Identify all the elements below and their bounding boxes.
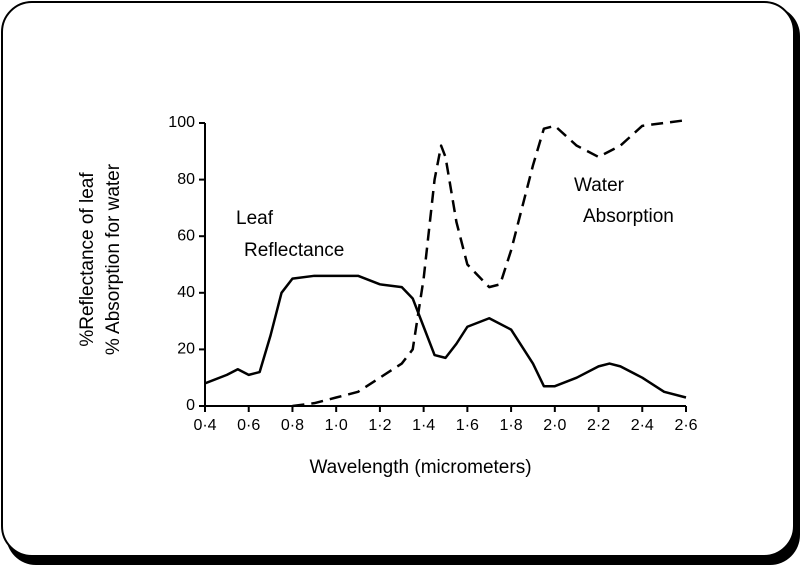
frame xyxy=(1,1,795,557)
y-tick-label: 100 xyxy=(168,114,195,131)
x-tick-label: 1·8 xyxy=(500,417,523,434)
x-tick-label: 1·2 xyxy=(368,417,391,434)
y-tick-label: 20 xyxy=(177,341,195,358)
x-tick-label: 1·6 xyxy=(456,417,479,434)
x-tick-label: 2·4 xyxy=(631,417,654,434)
x-tick-label: 0·8 xyxy=(281,417,304,434)
annotation: Reflectance xyxy=(244,240,344,261)
annotation: Water xyxy=(574,175,625,196)
series-line xyxy=(204,274,687,399)
x-tick-label: 2·2 xyxy=(587,417,610,434)
x-tick-label: 1·0 xyxy=(325,417,348,434)
x-axis-label: Wavelength (micrometers) xyxy=(309,457,531,478)
x-tick-label: 0·6 xyxy=(237,417,260,434)
y-tick-label: 40 xyxy=(177,284,195,301)
y-axis-label: % Absorption for water xyxy=(103,163,124,355)
x-tick-label: 0·4 xyxy=(193,417,216,434)
annotation: Absorption xyxy=(583,206,674,227)
y-tick-label: 80 xyxy=(177,171,195,188)
y-axis-label: %Reflectance of leaf xyxy=(77,172,98,347)
x-tick-label: 2·0 xyxy=(543,417,566,434)
y-tick-label: 0 xyxy=(186,397,195,414)
x-tick-label: 2·6 xyxy=(674,417,697,434)
series-line xyxy=(292,118,687,408)
x-tick-label: 1·4 xyxy=(412,417,435,434)
annotation: Leaf xyxy=(236,208,274,229)
y-tick-label: 60 xyxy=(177,227,195,244)
